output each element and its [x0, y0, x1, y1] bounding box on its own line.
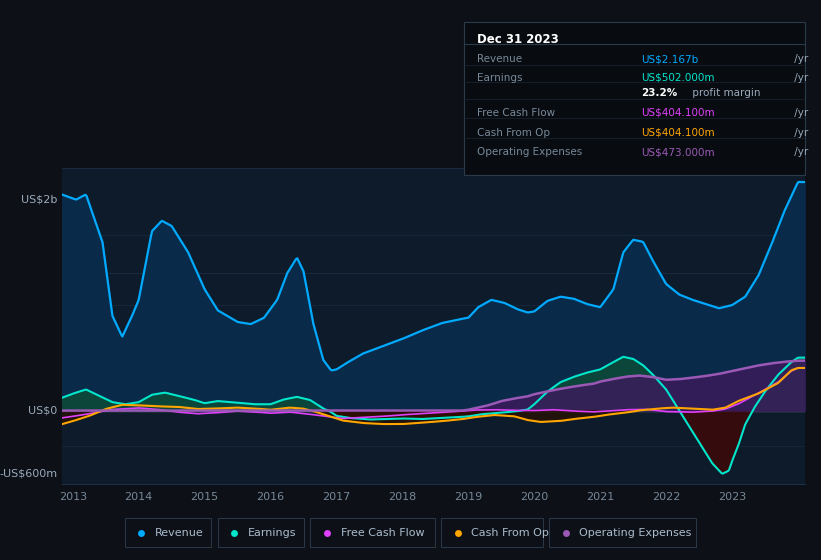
- Text: Revenue: Revenue: [478, 54, 523, 64]
- FancyBboxPatch shape: [549, 518, 696, 547]
- Text: /yr: /yr: [791, 73, 808, 83]
- Text: /yr: /yr: [791, 147, 808, 157]
- Text: Earnings: Earnings: [248, 528, 296, 538]
- Text: 23.2%: 23.2%: [641, 88, 677, 98]
- Text: -US$600m: -US$600m: [0, 469, 57, 479]
- Text: /yr: /yr: [791, 128, 808, 138]
- Text: US$2b: US$2b: [21, 195, 57, 204]
- Text: US$0: US$0: [28, 405, 57, 416]
- Text: /yr: /yr: [791, 108, 808, 118]
- Text: US$2.167b: US$2.167b: [641, 54, 699, 64]
- FancyBboxPatch shape: [464, 22, 805, 175]
- Text: US$502.000m: US$502.000m: [641, 73, 714, 83]
- Text: Cash From Op: Cash From Op: [478, 128, 551, 138]
- FancyBboxPatch shape: [218, 518, 305, 547]
- Text: Earnings: Earnings: [478, 73, 523, 83]
- FancyBboxPatch shape: [125, 518, 212, 547]
- Text: US$473.000m: US$473.000m: [641, 147, 714, 157]
- Text: Cash From Op: Cash From Op: [471, 528, 549, 538]
- FancyBboxPatch shape: [310, 518, 435, 547]
- Text: /yr: /yr: [791, 54, 808, 64]
- Text: Operating Expenses: Operating Expenses: [478, 147, 583, 157]
- Text: Free Cash Flow: Free Cash Flow: [341, 528, 424, 538]
- FancyBboxPatch shape: [441, 518, 543, 547]
- Text: Operating Expenses: Operating Expenses: [580, 528, 691, 538]
- Text: Revenue: Revenue: [155, 528, 204, 538]
- Text: profit margin: profit margin: [689, 88, 760, 98]
- Text: US$404.100m: US$404.100m: [641, 108, 714, 118]
- Text: Free Cash Flow: Free Cash Flow: [478, 108, 556, 118]
- Text: Dec 31 2023: Dec 31 2023: [478, 33, 559, 46]
- Text: US$404.100m: US$404.100m: [641, 128, 714, 138]
